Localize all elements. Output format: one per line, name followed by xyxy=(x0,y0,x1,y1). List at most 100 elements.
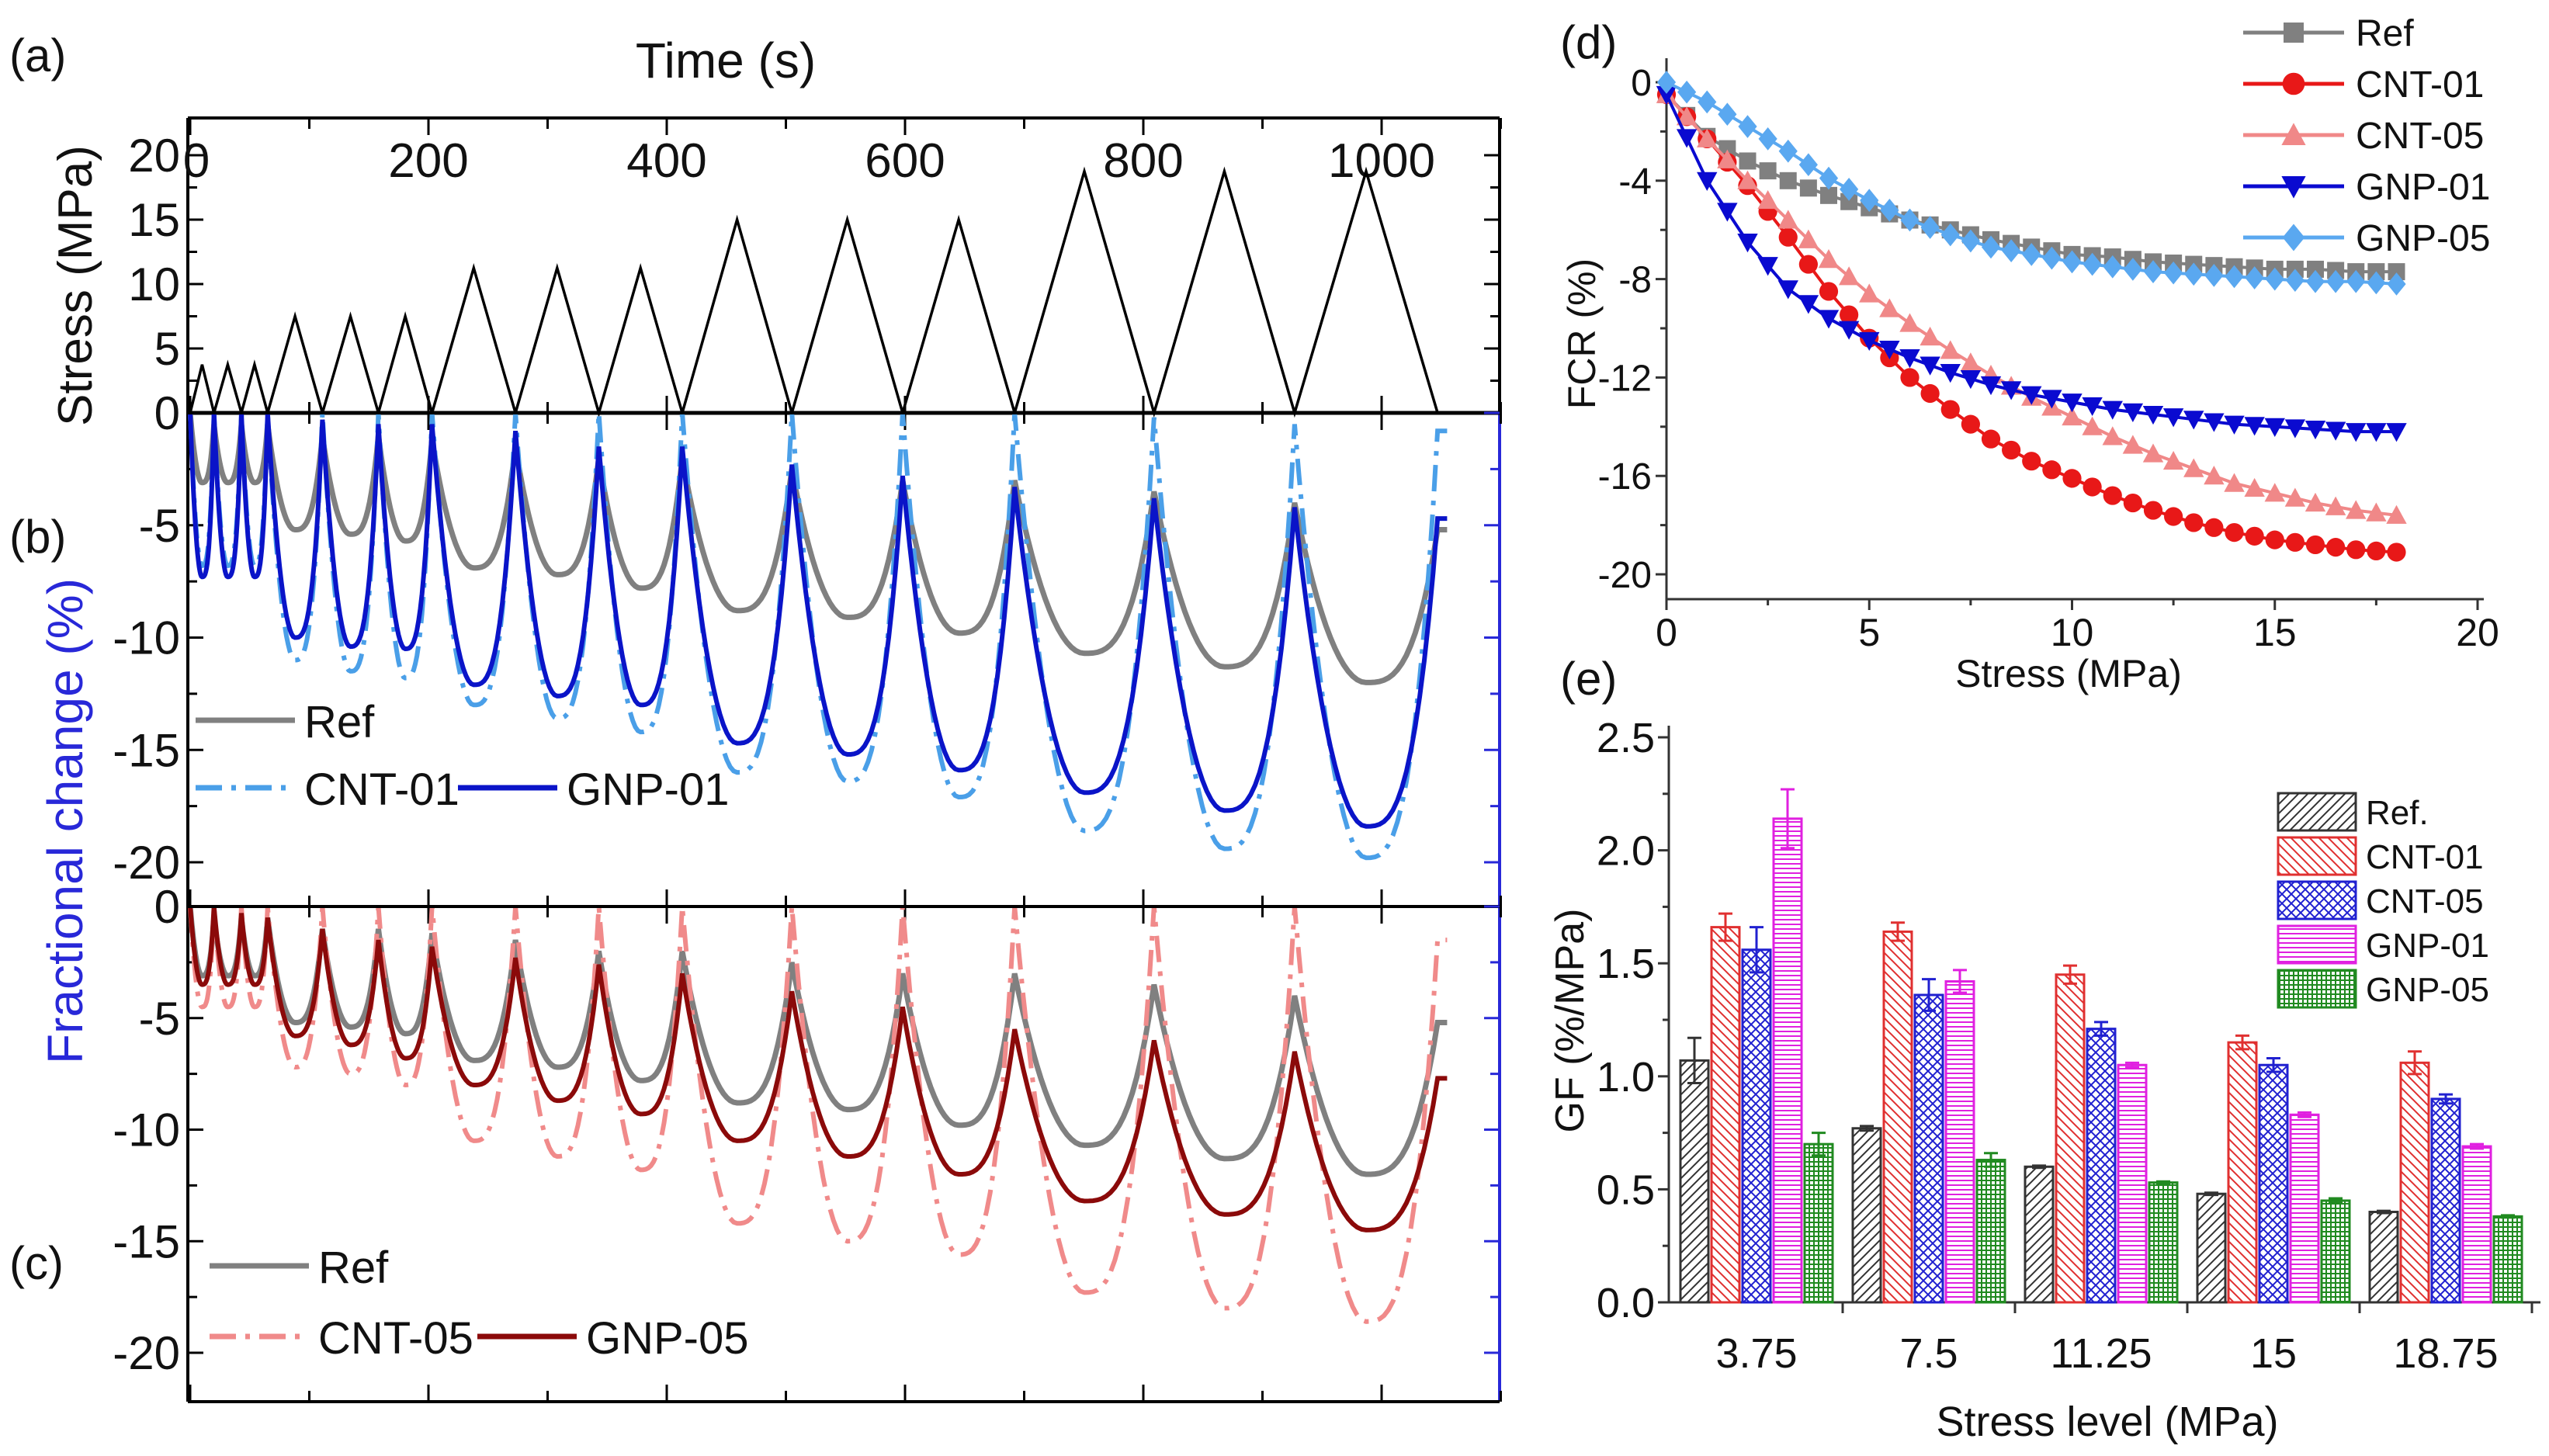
d-ytick-label: -20 xyxy=(1598,555,1652,596)
legend-label-ref: Ref xyxy=(304,697,375,747)
d-point-gnp-05 xyxy=(1778,139,1798,163)
d-point-cnt-05 xyxy=(2204,466,2225,485)
d-point-cnt-01 xyxy=(1961,414,1980,434)
b-ytick-label: -5 xyxy=(139,500,180,552)
e-category-label: 3.75 xyxy=(1715,1330,1797,1377)
d-point-gnp-01 xyxy=(1960,369,1982,390)
d-point-cnt-01 xyxy=(2164,507,2183,526)
d-point-gnp-01 xyxy=(2346,423,2367,442)
d-point-gnp-05 xyxy=(2022,243,2041,266)
d-point-ref xyxy=(1759,162,1777,180)
d-point-cnt-05 xyxy=(2102,426,2123,445)
d-legend-label-gnp-05: GNP-05 xyxy=(2356,218,2490,259)
d-point-gnp-05 xyxy=(1920,216,1940,239)
legend-label-cnt-01: CNT-01 xyxy=(304,764,460,815)
e-bar-cnt-05 xyxy=(2086,1028,2117,1304)
d-point-gnp-01 xyxy=(1838,321,1860,340)
d-point-cnt-05 xyxy=(1940,340,1961,359)
d-ytick-label: 0 xyxy=(1631,63,1652,104)
a-ylabel: Stress (MPa) xyxy=(49,145,102,426)
d-point-gnp-05 xyxy=(1819,166,1839,190)
d-point-gnp-01 xyxy=(2244,417,2265,436)
d-point-gnp-05 xyxy=(2265,267,2284,291)
d-point-cnt-05 xyxy=(1960,352,1982,372)
e-bar-cnt-05 xyxy=(1741,948,1772,1304)
d-point-ref xyxy=(1718,140,1736,158)
d-point-gnp-05 xyxy=(2305,269,2325,293)
e-legend-label-ref: Ref. xyxy=(2366,794,2429,832)
d-point-cnt-05 xyxy=(1879,298,1900,317)
c-series-gnp-05-line xyxy=(188,908,1448,1232)
d-point-gnp-01 xyxy=(2386,423,2407,442)
d-point-cnt-01 xyxy=(2123,493,2142,513)
a-xtick-label: 200 xyxy=(388,134,468,188)
d-point-gnp-01 xyxy=(1737,234,1758,253)
d-point-cnt-05 xyxy=(1676,106,1698,126)
d-point-cnt-01 xyxy=(2204,518,2224,537)
e-ytick-label: 1.0 xyxy=(1597,1054,1655,1101)
e-bar-cnt-01 xyxy=(1882,930,1913,1304)
d-point-gnp-05 xyxy=(2245,266,2264,289)
d-point-gnp-05 xyxy=(2002,239,2021,262)
b-series-ref-line xyxy=(188,414,1448,685)
d-point-gnp-01 xyxy=(1920,356,1940,376)
e-xlabel: Stress level (MPa) xyxy=(1936,1399,2278,1445)
d-point-cnt-01 xyxy=(2062,469,2082,488)
c-series-ref-line xyxy=(188,908,1448,1177)
e-bar-gnp-05 xyxy=(2492,1215,2523,1304)
d-ylabel: FCR (%) xyxy=(1560,258,1604,409)
d-point-cnt-01 xyxy=(2367,541,2386,560)
d-point-cnt-05 xyxy=(1899,313,1920,332)
d-point-gnp-01 xyxy=(2224,415,2245,435)
e-bar-gnp-01 xyxy=(1944,979,1975,1304)
d-point-gnp-05 xyxy=(1758,127,1777,151)
d-ytick-label: -4 xyxy=(1618,161,1652,203)
e-category-label: 11.25 xyxy=(2050,1330,2152,1377)
e-legend-label-gnp-05: GNP-05 xyxy=(2366,971,2489,1009)
d-xtick-label: 0 xyxy=(1656,611,1677,654)
d-point-gnp-05 xyxy=(2346,269,2366,293)
d-point-gnp-01 xyxy=(2041,390,2062,409)
d-point-gnp-05 xyxy=(2225,265,2244,289)
d-point-ref xyxy=(2307,260,2324,278)
d-point-gnp-05 xyxy=(1718,102,1737,127)
a-ytick-label: 20 xyxy=(128,130,180,182)
a-ytick-label: 0 xyxy=(154,387,180,439)
panel-label-b: (b) xyxy=(9,511,66,563)
d-point-gnp-01 xyxy=(2305,420,2326,440)
d-point-cnt-05 xyxy=(2224,473,2245,492)
a-xtick-label: 800 xyxy=(1103,134,1183,188)
d-point-gnp-01 xyxy=(1818,310,1840,329)
d-point-gnp-01 xyxy=(1899,349,1920,369)
d-point-cnt-05 xyxy=(2142,443,2164,463)
e-bar-ref xyxy=(2368,1211,2399,1304)
d-point-cnt-01 xyxy=(2387,543,2406,562)
d-ytick-label: -16 xyxy=(1598,456,1652,497)
b-series-gnp-01-line xyxy=(188,414,1448,829)
d-point-cnt-05 xyxy=(1838,266,1860,286)
e-bar-cnt-01 xyxy=(1710,926,1741,1304)
e-category-label: 15 xyxy=(2250,1330,2297,1377)
a-ytick-label: 10 xyxy=(128,258,180,310)
c-ytick-label: -10 xyxy=(113,1104,180,1156)
legend-label-ref: Ref xyxy=(318,1243,389,1293)
d-point-ref xyxy=(1820,186,1837,204)
d-point-gnp-05 xyxy=(1698,90,1717,114)
d-point-cnt-05 xyxy=(2284,487,2306,507)
a-xtick-label: 0 xyxy=(183,134,210,188)
d-point-gnp-01 xyxy=(2162,408,2184,428)
e-ytick-label: 2.0 xyxy=(1597,828,1655,875)
d-point-cnt-05 xyxy=(2305,492,2326,512)
d-point-gnp-01 xyxy=(2082,397,2103,417)
d-point-gnp-05 xyxy=(1880,198,1899,222)
d-point-ref xyxy=(1799,179,1817,197)
d-point-gnp-01 xyxy=(1676,129,1698,148)
d-point-gnp-01 xyxy=(1697,172,1718,191)
d-point-cnt-01 xyxy=(1798,255,1818,274)
e-bar-gnp-01 xyxy=(2117,1063,2148,1304)
c-ytick-label: 0 xyxy=(154,881,180,933)
d-point-cnt-05 xyxy=(2082,416,2103,435)
a-xtick-label: 600 xyxy=(865,134,945,188)
legend-label-gnp-01: GNP-01 xyxy=(567,764,730,815)
d-point-gnp-05 xyxy=(1961,229,1980,253)
